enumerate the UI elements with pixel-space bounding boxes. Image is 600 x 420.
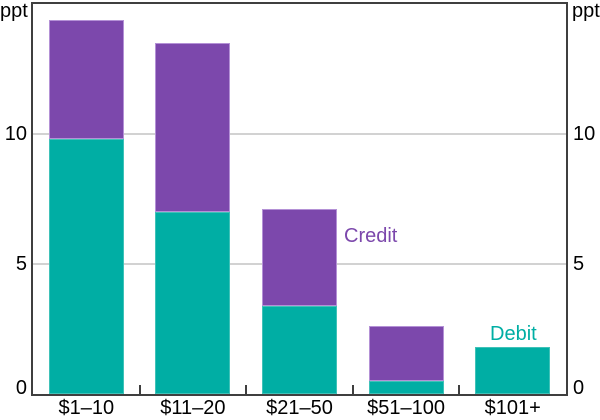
bar-segment-credit-3	[262, 209, 337, 306]
bar-segment-debit-5	[475, 347, 551, 394]
bar-segment-credit-1	[48, 19, 124, 140]
bar-segment-debit-3	[262, 305, 337, 394]
x-axis-tick-3	[351, 385, 354, 394]
y-axis-unit-right: ppt	[572, 0, 600, 22]
bar-4	[368, 326, 444, 394]
x-axis-tick-4	[458, 385, 461, 394]
bar-segment-debit-4	[368, 381, 444, 394]
bar-segment-debit-2	[155, 212, 231, 394]
bar-3	[262, 209, 337, 394]
plot-inner	[33, 4, 566, 394]
gridline-10	[33, 133, 566, 135]
bar-1	[48, 19, 124, 394]
series-label-credit: Credit	[344, 225, 398, 247]
y-label-right-0: 0	[573, 377, 585, 399]
bar-segment-credit-4	[368, 326, 444, 381]
bar-5	[475, 347, 551, 394]
y-label-left-0: 0	[15, 377, 27, 399]
y-label-left-10: 10	[4, 123, 27, 145]
bar-2	[155, 43, 231, 394]
y-label-right-5: 5	[573, 253, 585, 275]
x-label-3: $21–50	[266, 397, 333, 419]
y-label-right-10: 10	[573, 123, 596, 145]
bar-segment-debit-1	[48, 139, 124, 394]
x-axis-tick-2	[245, 385, 248, 394]
x-label-1: $1–10	[58, 397, 115, 419]
x-label-2: $11–20	[160, 397, 226, 419]
series-label-debit: Debit	[490, 323, 537, 345]
y-label-left-5: 5	[15, 253, 27, 275]
x-label-4: $51–100	[367, 397, 446, 419]
x-axis-tick-1	[138, 385, 141, 394]
bar-segment-credit-2	[155, 43, 231, 212]
x-label-5: $101+	[484, 397, 541, 419]
y-axis-unit-left: ppt	[0, 0, 28, 22]
plot-area	[31, 2, 568, 396]
